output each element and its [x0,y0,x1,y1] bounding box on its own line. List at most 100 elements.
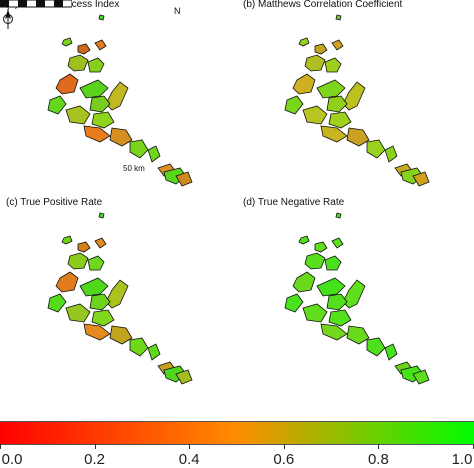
map-region [292,271,316,293]
map-region [83,323,111,341]
north-arrow-icon [3,9,13,29]
scale-bar-label: 50 km [123,164,145,173]
panel-mcc: (b) Matthews Correlation Coefficient [237,0,474,205]
map-region [326,293,348,311]
map-region [77,241,91,253]
map-region [94,237,107,249]
map-region [366,337,386,357]
map-tpr [47,212,193,385]
colorbar-tick-label: 0.8 [367,451,389,468]
map-region [331,237,344,249]
map-region [105,279,129,309]
map-region [175,369,193,385]
map-region [109,325,133,345]
panel-csi: (a) Critical Success Index N 50 km [0,0,237,205]
map-region [79,79,109,99]
map-region [384,343,398,361]
map-region [292,73,316,95]
map-region [109,127,133,147]
colorbar-tick-label: 1.0 [451,451,473,468]
map-region [314,241,328,253]
map-region [67,252,89,270]
panel-title: (c) True Positive Rate [6,197,103,208]
map-region [175,171,193,187]
map-region [320,125,348,143]
map-region [87,57,105,73]
map-region [302,105,328,125]
colorbar-gradient [0,421,474,445]
map-region [342,81,366,111]
map-region [328,111,352,129]
map-region [316,79,346,99]
map-region [61,235,73,245]
map-mcc [284,14,430,187]
colorbar-tick-label: 0.6 [273,451,295,468]
map-region [105,81,129,111]
panel-title: (b) Matthews Correlation Coefficient [243,0,403,10]
map-region [79,277,109,297]
scale-bar [0,0,72,8]
colorbar-tick [94,444,96,449]
map-region [284,95,304,115]
map-region [304,54,326,72]
map-region [412,171,430,187]
map-region [298,37,310,47]
map-region [314,43,328,55]
map-region [331,39,344,51]
map-region [94,39,107,51]
map-region [335,212,342,219]
colorbar-tick-label: 0.4 [178,451,200,468]
map-region [326,95,348,113]
map-region [67,54,89,72]
map-region [91,111,115,129]
map-region [87,255,105,271]
north-label: N [174,6,181,16]
map-tnr [284,212,430,385]
map-region [384,145,398,163]
map-region [320,323,348,341]
map-region [65,105,91,125]
colorbar-tick [0,444,1,449]
map-region [129,139,149,159]
map-region [346,127,370,147]
map-region [83,125,111,143]
map-region [342,279,366,309]
panel-tpr: (c) True Positive Rate [0,197,237,403]
map-region [47,293,67,313]
map-region [284,293,304,313]
map-region [324,255,342,271]
map-region [98,14,105,21]
map-region [335,14,342,21]
colorbar-tick [189,444,191,449]
map-region [346,325,370,345]
map-region [65,303,91,323]
map-region [298,235,310,245]
map-region [91,309,115,327]
colorbar-tick-label: 0.0 [1,451,23,468]
map-region [147,343,161,361]
colorbar-tick [378,444,380,449]
map-region [304,252,326,270]
map-csi [47,14,193,187]
panel-tnr: (d) True Negative Rate [237,197,474,403]
map-region [302,303,328,323]
colorbar-legend: 0.0 0.2 0.4 0.6 0.8 1.0 [0,421,474,468]
map-region [55,73,79,95]
map-region [328,309,352,327]
map-region [47,95,67,115]
map-region [55,271,79,293]
map-region [89,293,111,311]
map-region [412,369,430,385]
map-region [61,37,73,47]
map-region [324,57,342,73]
panel-title: (d) True Negative Rate [243,197,345,208]
map-region [129,337,149,357]
map-region [366,139,386,159]
map-region [89,95,111,113]
map-region [77,43,91,55]
map-region [147,145,161,163]
colorbar-tick [283,444,285,449]
map-region [316,277,346,297]
map-region [98,212,105,219]
colorbar-tick-label: 0.2 [84,451,106,468]
